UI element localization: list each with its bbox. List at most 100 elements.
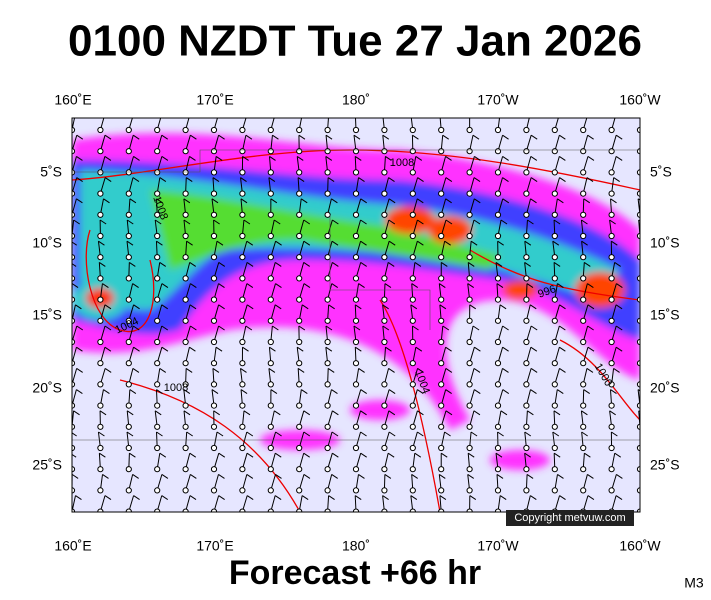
wind-barb bbox=[444, 431, 451, 437]
copyright-box bbox=[506, 510, 634, 526]
wind-barb bbox=[303, 283, 311, 289]
station bbox=[580, 381, 587, 388]
wind-barb bbox=[104, 304, 112, 310]
wind-barb bbox=[467, 283, 474, 289]
wind-barb bbox=[183, 198, 191, 204]
station bbox=[97, 169, 104, 176]
station bbox=[97, 402, 104, 409]
station bbox=[494, 275, 502, 282]
wind-barb bbox=[161, 283, 169, 289]
station bbox=[381, 126, 388, 134]
wind-barb bbox=[445, 155, 452, 161]
wind-barb bbox=[553, 452, 561, 458]
station bbox=[154, 381, 161, 388]
station bbox=[381, 190, 388, 197]
station bbox=[267, 169, 274, 176]
station bbox=[636, 254, 640, 261]
station bbox=[494, 423, 502, 430]
wind-barb bbox=[611, 431, 618, 437]
station bbox=[608, 338, 615, 346]
station bbox=[125, 360, 132, 367]
wind-barb bbox=[189, 346, 196, 352]
station bbox=[296, 381, 303, 388]
wind-barb bbox=[273, 219, 281, 225]
lat-label: 10˚S bbox=[32, 235, 62, 251]
station bbox=[210, 466, 218, 473]
station bbox=[97, 232, 104, 240]
wind-barb bbox=[252, 118, 254, 119]
station bbox=[409, 402, 416, 409]
station bbox=[636, 402, 640, 409]
station bbox=[154, 402, 161, 409]
wind-barb bbox=[156, 389, 163, 395]
station bbox=[494, 169, 502, 176]
station bbox=[324, 275, 331, 282]
wind-barb bbox=[644, 114, 650, 118]
lon-label: 160˚E bbox=[54, 538, 91, 554]
station bbox=[182, 381, 189, 388]
station bbox=[125, 232, 132, 240]
lon-label: 160˚W bbox=[619, 92, 661, 108]
wind-barb bbox=[530, 367, 538, 373]
wind-barb bbox=[189, 452, 197, 458]
wind-barb bbox=[269, 346, 276, 352]
wind-barb bbox=[382, 134, 390, 140]
wind-barb bbox=[444, 240, 451, 246]
station bbox=[267, 254, 274, 261]
wind-barb bbox=[358, 367, 365, 373]
station bbox=[182, 360, 189, 367]
wind-barb bbox=[189, 495, 197, 501]
wind-barb bbox=[587, 473, 594, 479]
station bbox=[324, 190, 331, 197]
wind-barb bbox=[76, 155, 83, 161]
station bbox=[239, 169, 246, 176]
wind-barb bbox=[159, 367, 167, 373]
station bbox=[523, 381, 530, 388]
station bbox=[580, 466, 587, 473]
station bbox=[580, 148, 587, 155]
wind-barb bbox=[129, 198, 137, 204]
station bbox=[551, 254, 558, 261]
wind-barb bbox=[473, 410, 481, 416]
station bbox=[494, 360, 502, 367]
wind-barb bbox=[303, 219, 311, 225]
wind-barb bbox=[587, 134, 594, 140]
wind-barb bbox=[275, 283, 282, 289]
wind-barb bbox=[467, 452, 475, 458]
station bbox=[239, 487, 246, 494]
wind-barb bbox=[530, 389, 537, 395]
station bbox=[438, 126, 445, 134]
wind-barb bbox=[215, 155, 223, 161]
wind-barb bbox=[73, 410, 80, 416]
wind-barb bbox=[637, 389, 640, 392]
wind-stations bbox=[72, 114, 650, 512]
wind-barb bbox=[417, 410, 424, 416]
wind-barb bbox=[495, 261, 503, 267]
station bbox=[523, 317, 530, 324]
station bbox=[324, 169, 331, 176]
wind-barb bbox=[307, 118, 309, 119]
station bbox=[296, 148, 303, 155]
wind-barb bbox=[161, 134, 169, 140]
wind-barb bbox=[246, 452, 254, 458]
wind-barb bbox=[303, 473, 311, 479]
station bbox=[466, 296, 473, 303]
wind-barb bbox=[275, 431, 282, 437]
station bbox=[182, 444, 189, 452]
wind-barb bbox=[269, 155, 276, 161]
wind-barb bbox=[166, 118, 168, 119]
wind-barb bbox=[439, 283, 446, 289]
station bbox=[267, 381, 274, 388]
station bbox=[125, 423, 132, 430]
map-frame bbox=[71, 117, 641, 513]
wind-barb bbox=[297, 177, 305, 183]
wind-barb bbox=[212, 367, 220, 373]
wind-barb bbox=[159, 177, 167, 183]
station bbox=[267, 148, 274, 155]
wind-barb bbox=[609, 219, 616, 225]
station bbox=[182, 254, 189, 261]
station bbox=[523, 148, 530, 155]
station bbox=[494, 211, 502, 218]
wind-barb bbox=[332, 219, 339, 225]
